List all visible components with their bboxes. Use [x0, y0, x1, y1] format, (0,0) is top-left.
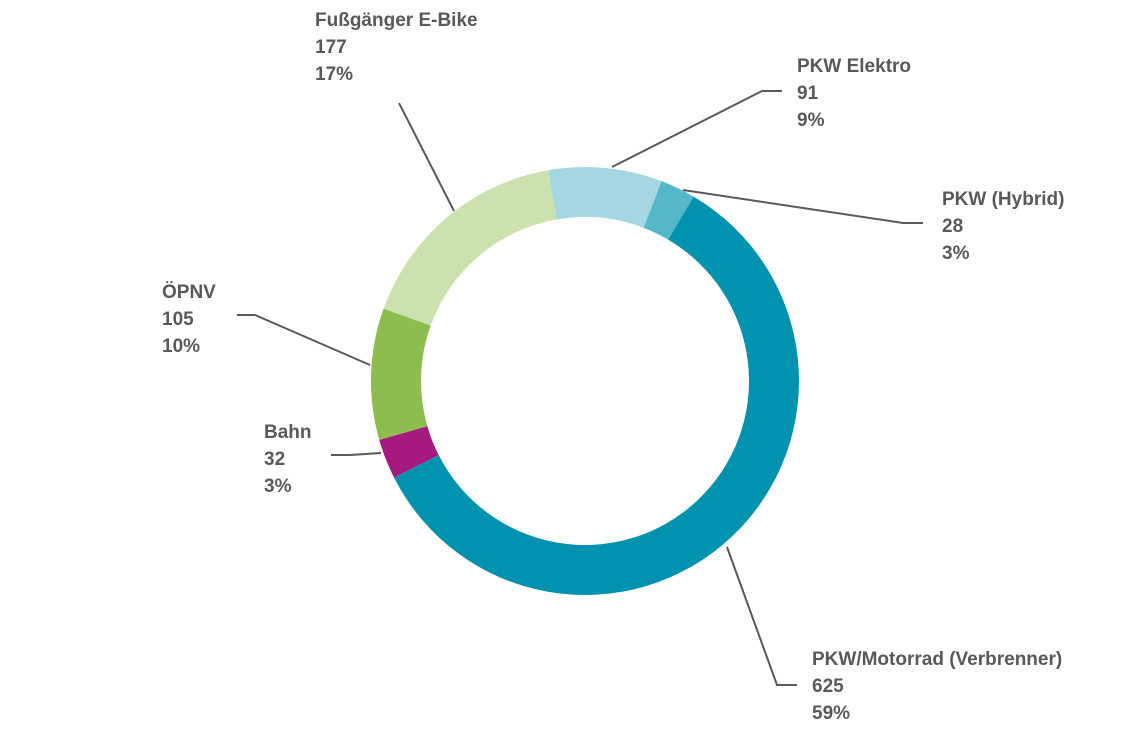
- label-value: 28: [942, 216, 964, 237]
- label-name: Fußgänger E-Bike: [315, 10, 478, 31]
- label-name: PKW Elektro: [797, 56, 912, 77]
- label-bahn: Bahn 32 3%: [264, 419, 312, 500]
- label-percent: 10%: [162, 336, 201, 357]
- slice-pkw-elektro: [547, 167, 662, 228]
- label-percent: 3%: [264, 476, 292, 497]
- leader-lines: [237, 90, 923, 686]
- leader-line-pkw-elektro: [611, 90, 782, 168]
- label-pkw-verbrenner: PKW/Motorrad (Verbrenner) 625 59%: [812, 646, 1062, 727]
- label-percent: 17%: [315, 64, 354, 85]
- leader-line-bahn: [331, 452, 382, 456]
- label-value: 32: [264, 449, 286, 470]
- label-value: 177: [315, 37, 347, 58]
- label-value: 625: [812, 676, 844, 697]
- label-fussgaenger: Fußgänger E-Bike 177 17%: [315, 7, 478, 88]
- slice-bahn: [379, 426, 439, 478]
- slice-pkw-hybrid: [643, 181, 694, 240]
- label-value: 105: [162, 309, 194, 330]
- label-name: ÖPNV: [162, 282, 216, 303]
- label-percent: 9%: [797, 110, 825, 131]
- label-percent: 59%: [812, 703, 851, 724]
- leader-line-pkw-verbrenner: [726, 546, 797, 686]
- label-name: PKW (Hybrid): [942, 189, 1065, 210]
- slice-öpnv: [371, 308, 431, 440]
- donut-slices: [371, 167, 799, 596]
- label-name: Bahn: [264, 422, 312, 443]
- leader-line-pkw-hybrid: [682, 189, 923, 224]
- label-pkw-hybrid: PKW (Hybrid) 28 3%: [942, 186, 1064, 267]
- leader-line-fussgaenger: [398, 102, 455, 212]
- label-name: PKW/Motorrad (Verbrenner): [812, 649, 1063, 670]
- label-pkw-elektro: PKW Elektro 91 9%: [797, 53, 911, 134]
- label-percent: 3%: [942, 243, 970, 264]
- slice-fußgänger-e-bike: [383, 170, 557, 326]
- leader-line-oepnv: [237, 314, 371, 366]
- label-oepnv: ÖPNV 105 10%: [162, 279, 216, 360]
- label-value: 91: [797, 83, 819, 104]
